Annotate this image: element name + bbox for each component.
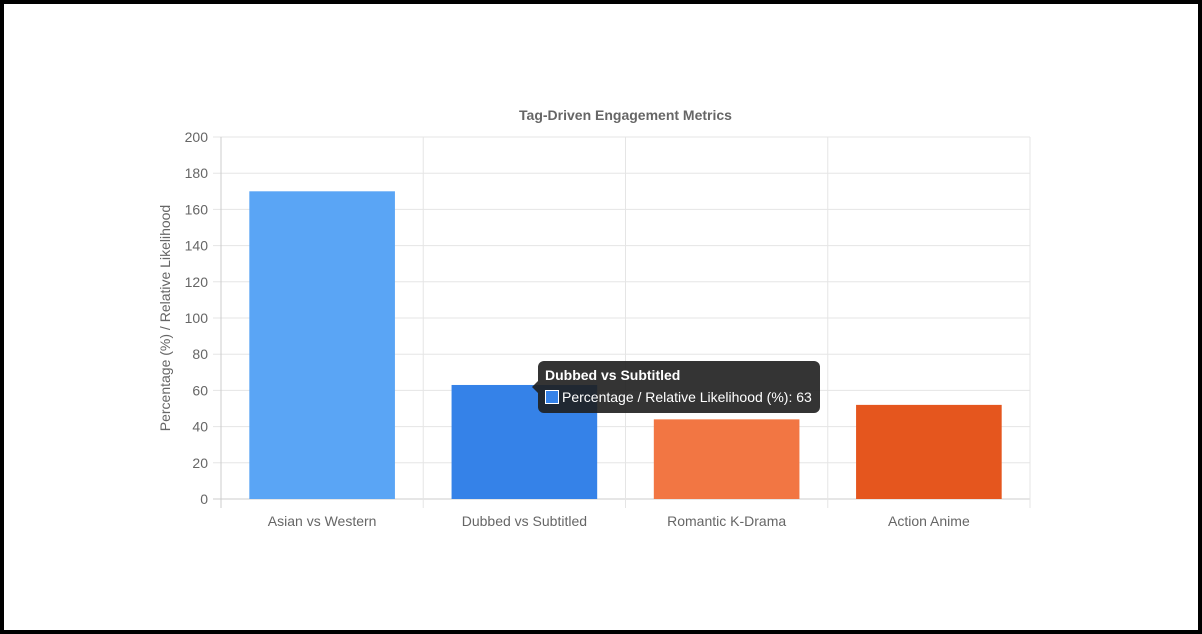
y-tick-label: 80 (192, 346, 208, 362)
y-tick-label: 180 (185, 165, 209, 181)
x-tick-label: Dubbed vs Subtitled (462, 513, 587, 529)
y-tick-label: 120 (185, 274, 209, 290)
chart-title: Tag-Driven Engagement Metrics (519, 107, 732, 123)
bar-asian-vs-western (249, 191, 395, 500)
y-tick-label: 140 (185, 238, 209, 254)
x-tick-label: Romantic K-Drama (667, 513, 786, 529)
y-tick-label: 0 (200, 491, 208, 507)
bar-romantic-k-drama (653, 419, 800, 499)
tooltip-label: Percentage / Relative Likelihood (%): 63 (562, 389, 812, 405)
x-tick-label: Asian vs Western (268, 513, 377, 529)
chart-container: Tag-Driven Engagement Metrics 0 20 40 60 80 10… (4, 4, 1198, 630)
tooltip: Dubbed vs Subtitled Percentage / Relativ… (532, 361, 820, 413)
y-tick-label: 200 (185, 129, 209, 145)
bar-action-anime (856, 404, 1002, 499)
x-tick-label: Action Anime (888, 513, 970, 529)
tooltip-title: Dubbed vs Subtitled (545, 367, 681, 383)
y-tick-label: 20 (192, 455, 208, 471)
y-tick-label: 160 (185, 201, 209, 217)
bar-chart: Tag-Driven Engagement Metrics 0 20 40 60 80 10… (157, 107, 1031, 529)
y-tick-label: 100 (185, 310, 209, 326)
y-tick-label: 40 (192, 419, 208, 435)
y-tick-label: 60 (192, 382, 208, 398)
tooltip-color-swatch (545, 390, 559, 404)
y-axis-label: Percentage (%) / Relative Likelihood (157, 205, 173, 431)
